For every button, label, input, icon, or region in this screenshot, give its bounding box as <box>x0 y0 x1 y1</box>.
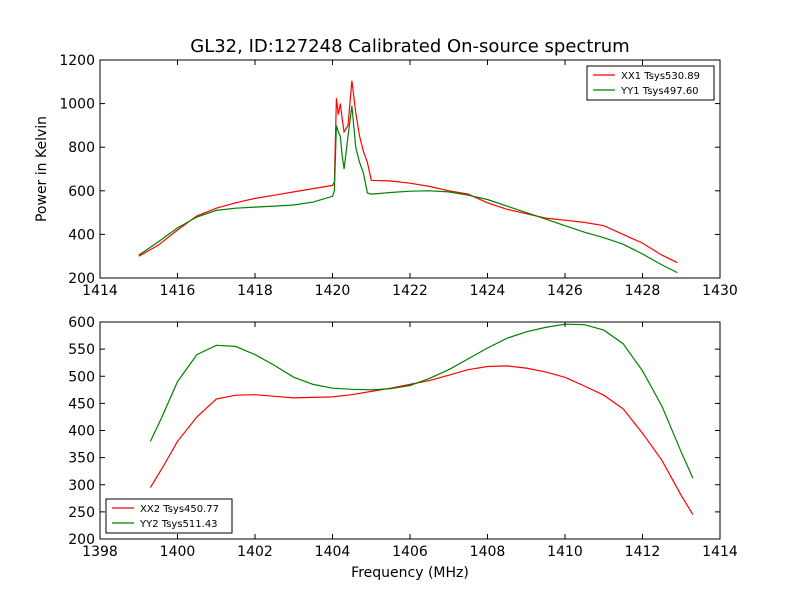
legend-label: YY2 Tsys511.43 <box>139 519 218 530</box>
x-tick-label: 1400 <box>160 544 196 560</box>
bottom-plot: 1398 1400 1402 1404 1406 1408 1410 1412 1414 200 2… <box>68 315 738 560</box>
x-tick-label: 1428 <box>625 283 661 299</box>
y-tick-label: 400 <box>68 424 95 440</box>
x-tick-label: 1424 <box>470 283 506 299</box>
x-axis-label: Frequency (MHz) <box>351 565 469 581</box>
x-tick-label: 1414 <box>82 283 118 299</box>
y-tick-label: 450 <box>68 396 95 412</box>
x-tick-label: 1420 <box>315 283 351 299</box>
series-line-2 <box>149 323 694 479</box>
x-tick-label: 1412 <box>625 544 661 560</box>
x-tick-label: 1402 <box>237 544 273 560</box>
y-tick-label: 800 <box>68 140 95 156</box>
y-tick-label: 500 <box>68 369 95 385</box>
y-tick-label: 550 <box>68 342 95 358</box>
x-tick-label: 1426 <box>547 283 583 299</box>
x-tick-label: 1404 <box>315 544 351 560</box>
top-plot: 1414 1416 1418 1420 1422 1424 1426 1428 1430 200 4… <box>59 53 737 299</box>
x-tick-label: 1422 <box>392 283 428 299</box>
y-tick-label: 1200 <box>59 53 95 69</box>
legend-box <box>586 65 715 101</box>
y-tick-label: 200 <box>68 532 95 548</box>
x-tick-label: 1406 <box>392 544 428 560</box>
x-tick-label: 1398 <box>82 544 118 560</box>
y-tick-label: 600 <box>68 315 95 331</box>
legend-box <box>105 498 233 534</box>
legend-label: XX1 Tsys530.89 <box>621 71 700 82</box>
y-tick-label: 250 <box>68 505 95 521</box>
y-tick-label: 200 <box>68 271 95 287</box>
x-tick-label: 1430 <box>702 283 738 299</box>
x-tick-label: 1408 <box>470 544 506 560</box>
x-tick-label: 1418 <box>237 283 273 299</box>
chart-title: GL32, ID:127248 Calibrated On-source spe… <box>190 36 629 57</box>
y-tick-label: 400 <box>68 227 95 243</box>
y-tick-label: 350 <box>68 451 95 467</box>
series-line-1 <box>138 80 678 264</box>
y-tick-label: 1000 <box>59 97 95 113</box>
x-tick-label: 1414 <box>702 544 738 560</box>
y-axis-label: Power in Kelvin <box>34 116 50 222</box>
x-tick-label: 1410 <box>547 544 583 560</box>
legend-label: YY1 Tsys497.60 <box>620 86 699 97</box>
y-tick-label: 600 <box>68 184 95 200</box>
legend-label: XX2 Tsys450.77 <box>140 504 219 515</box>
x-tick-label: 1416 <box>160 283 196 299</box>
legend: XX2 Tsys450.77 YY2 Tsys511.43 <box>105 498 233 534</box>
series-line-2 <box>138 105 678 274</box>
legend: XX1 Tsys530.89 YY1 Tsys497.60 <box>586 65 715 101</box>
y-tick-label: 300 <box>68 478 95 494</box>
